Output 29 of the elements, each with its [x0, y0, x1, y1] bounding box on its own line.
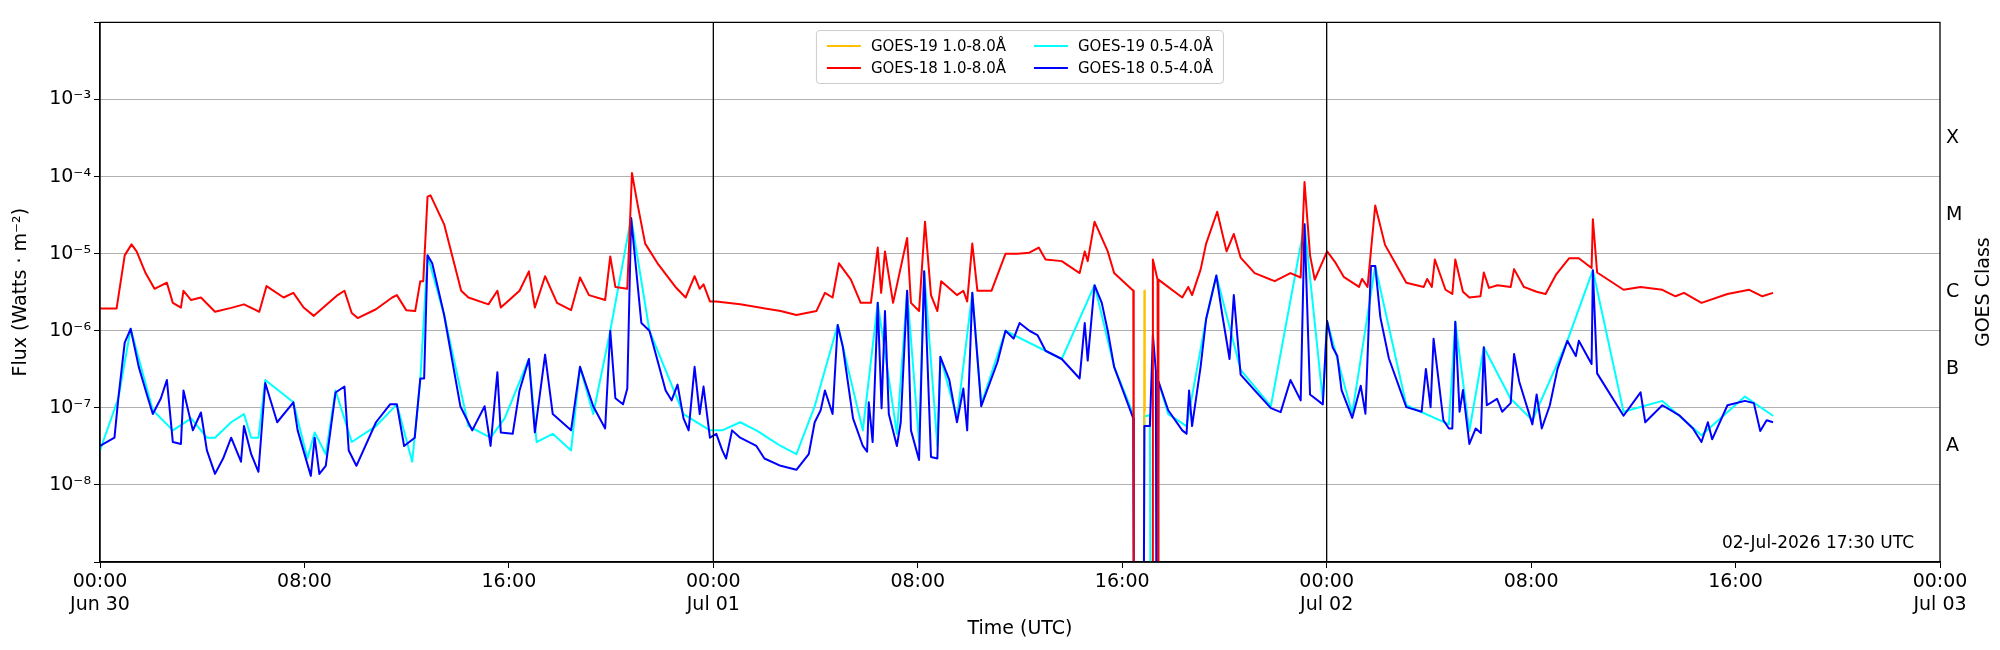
x-tick-label: 08:00 — [890, 569, 946, 592]
text: B — [1946, 356, 1960, 379]
x-tick-label: 00:00 Jul 02 — [1299, 569, 1355, 615]
y-tick-label: 10⁻⁷ — [49, 394, 91, 417]
y-tick-label: 10⁻⁸ — [49, 471, 91, 494]
annotation: 02-Jul-2026 17:30 UTC — [1721, 531, 1914, 552]
y2-axis-title: GOES Class — [1970, 237, 1993, 348]
x-tick-label: 00:00 Jul 03 — [1912, 569, 1968, 615]
x-tick-label: 16:00 — [481, 569, 537, 592]
text: C — [1946, 279, 1960, 302]
y-tick-label: 10⁻⁶ — [49, 317, 91, 340]
text: M — [1946, 202, 1963, 225]
y-tick-label: 10⁻⁴ — [49, 163, 92, 186]
legend-label: GOES-19 1.0-8.0Å — [870, 37, 1006, 56]
legend-label: GOES-19 0.5-4.0Å — [1078, 37, 1214, 56]
x-tick-label: 00:00 Jul 01 — [685, 569, 741, 615]
x-axis-title: Time (UTC) — [966, 615, 1073, 638]
legend-label: GOES-18 0.5-4.0Å — [1078, 59, 1214, 78]
y-tick-label: 10⁻⁵ — [49, 240, 91, 263]
x-tick-label: 16:00 — [1094, 569, 1150, 592]
y-tick-label: 10⁻³ — [49, 86, 91, 109]
x-tick-label: 00:00 Jun 30 — [69, 569, 130, 615]
x-tick-label: 08:00 — [1503, 569, 1559, 592]
x-tick-label: 08:00 — [277, 569, 332, 592]
text: A — [1946, 433, 1959, 456]
text: X — [1946, 124, 1960, 147]
y-axis-title: Flux (Watts · m⁻²) — [8, 207, 31, 377]
x-tick-label: 16:00 — [1708, 569, 1763, 592]
legend-label: GOES-18 1.0-8.0Å — [870, 59, 1006, 78]
